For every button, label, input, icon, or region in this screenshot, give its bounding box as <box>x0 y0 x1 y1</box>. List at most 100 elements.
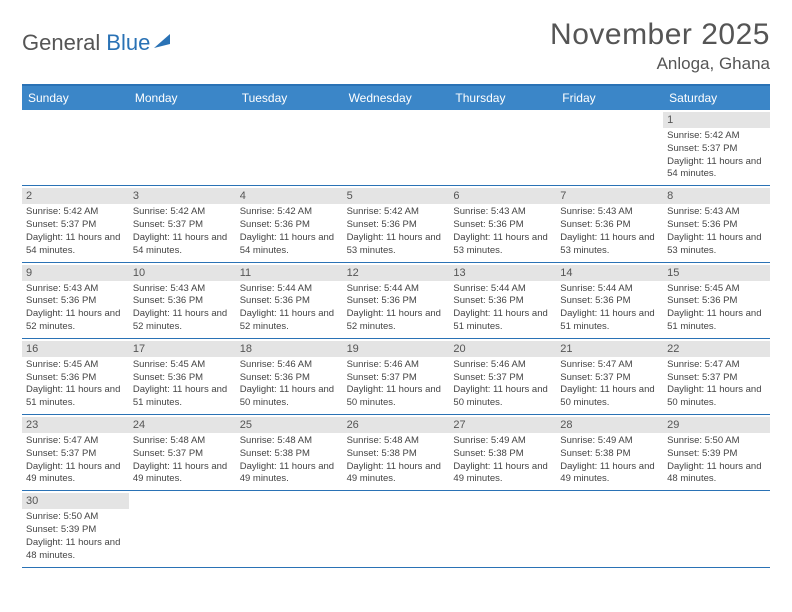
calendar-cell: 2 Sunrise: 5:42 AMSunset: 5:37 PMDaylight… <box>22 186 129 261</box>
day-number: 19 <box>343 341 450 357</box>
day-info: Sunrise: 5:44 AMSunset: 5:36 PMDaylight:… <box>240 283 339 334</box>
calendar-cell: 20 Sunrise: 5:46 AMSunset: 5:37 PMDayligh… <box>449 339 556 414</box>
calendar-cell-empty <box>556 491 663 566</box>
day-number: 7 <box>556 188 663 204</box>
calendar-cell: 22 Sunrise: 5:47 AMSunset: 5:37 PMDayligh… <box>663 339 770 414</box>
calendar-cell: 14 Sunrise: 5:44 AMSunset: 5:36 PMDayligh… <box>556 263 663 338</box>
calendar-cell: 1Sunrise: 5:42 AMSunset: 5:37 PMDaylight… <box>663 110 770 185</box>
calendar-cell: 10 Sunrise: 5:43 AMSunset: 5:36 PMDayligh… <box>129 263 236 338</box>
day-number: 17 <box>129 341 236 357</box>
calendar-cell-empty <box>343 110 450 185</box>
day-number: 12 <box>343 265 450 281</box>
day-info: Sunrise: 5:43 AMSunset: 5:36 PMDaylight:… <box>560 206 659 257</box>
calendar-cell-empty <box>22 110 129 185</box>
calendar-week: 2Sunrise: 5:42 AMSunset: 5:37 PMDaylight… <box>22 186 770 262</box>
day-number: 24 <box>129 417 236 433</box>
logo-text-1: General <box>22 30 100 56</box>
calendar-cell: 9 Sunrise: 5:43 AMSunset: 5:36 PMDaylight… <box>22 263 129 338</box>
logo-text-2: Blue <box>106 30 150 56</box>
calendar-cell: 19Sunrise: 5:46 AMSunset: 5:37 PMDayligh… <box>343 339 450 414</box>
day-info: Sunrise: 5:47 AMSunset: 5:37 PMDaylight:… <box>667 359 766 410</box>
day-info: Sunrise: 5:49 AMSunset: 5:38 PMDaylight:… <box>560 435 659 486</box>
day-number: 15 <box>663 265 770 281</box>
calendar-cell-empty <box>129 110 236 185</box>
calendar-cell: 15Sunrise: 5:45 AMSunset: 5:36 PMDayligh… <box>663 263 770 338</box>
day-info: Sunrise: 5:42 AMSunset: 5:36 PMDaylight:… <box>240 206 339 257</box>
day-number: 28 <box>556 417 663 433</box>
calendar-cell: 30Sunrise: 5:50 AMSunset: 5:39 PMDayligh… <box>22 491 129 566</box>
day-info: Sunrise: 5:48 AMSunset: 5:38 PMDaylight:… <box>240 435 339 486</box>
calendar-cell: 12 Sunrise: 5:44 AMSunset: 5:36 PMDayligh… <box>343 263 450 338</box>
day-number: 14 <box>556 265 663 281</box>
calendar-body: 1Sunrise: 5:42 AMSunset: 5:37 PMDaylight… <box>22 110 770 568</box>
day-info: Sunrise: 5:50 AMSunset: 5:39 PMDaylight:… <box>26 511 125 562</box>
calendar-cell: 11Sunrise: 5:44 AMSunset: 5:36 PMDayligh… <box>236 263 343 338</box>
day-info: Sunrise: 5:44 AMSunset: 5:36 PMDaylight:… <box>560 283 659 334</box>
day-number: 25 <box>236 417 343 433</box>
calendar-cell: 27 Sunrise: 5:49 AMSunset: 5:38 PMDayligh… <box>449 415 556 490</box>
day-number: 3 <box>129 188 236 204</box>
day-info: Sunrise: 5:48 AMSunset: 5:38 PMDaylight:… <box>347 435 446 486</box>
day-info: Sunrise: 5:42 AMSunset: 5:37 PMDaylight:… <box>667 130 766 181</box>
day-number: 21 <box>556 341 663 357</box>
day-info: Sunrise: 5:43 AMSunset: 5:36 PMDaylight:… <box>26 283 125 334</box>
calendar-cell: 13Sunrise: 5:44 AMSunset: 5:36 PMDayligh… <box>449 263 556 338</box>
day-header: Tuesday <box>236 86 343 110</box>
day-number: 9 <box>22 265 129 281</box>
calendar-cell-empty <box>449 110 556 185</box>
calendar-cell: 29Sunrise: 5:50 AMSunset: 5:39 PMDayligh… <box>663 415 770 490</box>
day-info: Sunrise: 5:48 AMSunset: 5:37 PMDaylight:… <box>133 435 232 486</box>
calendar-cell: 6Sunrise: 5:43 AMSunset: 5:36 PMDaylight… <box>449 186 556 261</box>
day-info: Sunrise: 5:45 AMSunset: 5:36 PMDaylight:… <box>26 359 125 410</box>
calendar-cell: 8 Sunrise: 5:43 AMSunset: 5:36 PMDaylight… <box>663 186 770 261</box>
day-header: Monday <box>129 86 236 110</box>
day-number: 13 <box>449 265 556 281</box>
calendar-week: 30Sunrise: 5:50 AMSunset: 5:39 PMDayligh… <box>22 491 770 567</box>
day-info: Sunrise: 5:42 AMSunset: 5:36 PMDaylight:… <box>347 206 446 257</box>
day-info: Sunrise: 5:49 AMSunset: 5:38 PMDaylight:… <box>453 435 552 486</box>
day-info: Sunrise: 5:45 AMSunset: 5:36 PMDaylight:… <box>133 359 232 410</box>
calendar-cell: 18Sunrise: 5:46 AMSunset: 5:36 PMDayligh… <box>236 339 343 414</box>
logo-flag-icon <box>154 34 176 50</box>
calendar-cell: 5 Sunrise: 5:42 AMSunset: 5:36 PMDaylight… <box>343 186 450 261</box>
calendar-cell-empty <box>236 110 343 185</box>
day-header: Saturday <box>663 86 770 110</box>
calendar-week: 16Sunrise: 5:45 AMSunset: 5:36 PMDayligh… <box>22 339 770 415</box>
day-info: Sunrise: 5:46 AMSunset: 5:37 PMDaylight:… <box>453 359 552 410</box>
calendar-cell-empty <box>449 491 556 566</box>
day-number: 8 <box>663 188 770 204</box>
day-header: Friday <box>556 86 663 110</box>
day-info: Sunrise: 5:47 AMSunset: 5:37 PMDaylight:… <box>560 359 659 410</box>
day-number: 2 <box>22 188 129 204</box>
calendar-cell-empty <box>556 110 663 185</box>
day-header: Wednesday <box>343 86 450 110</box>
day-header: Sunday <box>22 86 129 110</box>
day-number: 18 <box>236 341 343 357</box>
calendar-cell-empty <box>343 491 450 566</box>
day-info: Sunrise: 5:44 AMSunset: 5:36 PMDaylight:… <box>347 283 446 334</box>
day-number: 5 <box>343 188 450 204</box>
calendar-cell: 23Sunrise: 5:47 AMSunset: 5:37 PMDayligh… <box>22 415 129 490</box>
day-info: Sunrise: 5:42 AMSunset: 5:37 PMDaylight:… <box>26 206 125 257</box>
day-info: Sunrise: 5:43 AMSunset: 5:36 PMDaylight:… <box>667 206 766 257</box>
month-title: November 2025 <box>550 18 770 52</box>
day-number: 27 <box>449 417 556 433</box>
day-number: 22 <box>663 341 770 357</box>
calendar-cell: 26Sunrise: 5:48 AMSunset: 5:38 PMDayligh… <box>343 415 450 490</box>
calendar-cell: 24 Sunrise: 5:48 AMSunset: 5:37 PMDayligh… <box>129 415 236 490</box>
day-info: Sunrise: 5:43 AMSunset: 5:36 PMDaylight:… <box>453 206 552 257</box>
day-number: 4 <box>236 188 343 204</box>
calendar-cell: 21 Sunrise: 5:47 AMSunset: 5:37 PMDayligh… <box>556 339 663 414</box>
day-number: 20 <box>449 341 556 357</box>
calendar-cell-empty <box>663 491 770 566</box>
day-number: 16 <box>22 341 129 357</box>
day-number: 10 <box>129 265 236 281</box>
calendar-week: 23Sunrise: 5:47 AMSunset: 5:37 PMDayligh… <box>22 415 770 491</box>
day-info: Sunrise: 5:43 AMSunset: 5:36 PMDaylight:… <box>133 283 232 334</box>
calendar-cell-empty <box>236 491 343 566</box>
day-info: Sunrise: 5:47 AMSunset: 5:37 PMDaylight:… <box>26 435 125 486</box>
day-number: 29 <box>663 417 770 433</box>
calendar-cell: 3 Sunrise: 5:42 AMSunset: 5:37 PMDaylight… <box>129 186 236 261</box>
day-info: Sunrise: 5:42 AMSunset: 5:37 PMDaylight:… <box>133 206 232 257</box>
location-subtitle: Anloga, Ghana <box>550 54 770 74</box>
